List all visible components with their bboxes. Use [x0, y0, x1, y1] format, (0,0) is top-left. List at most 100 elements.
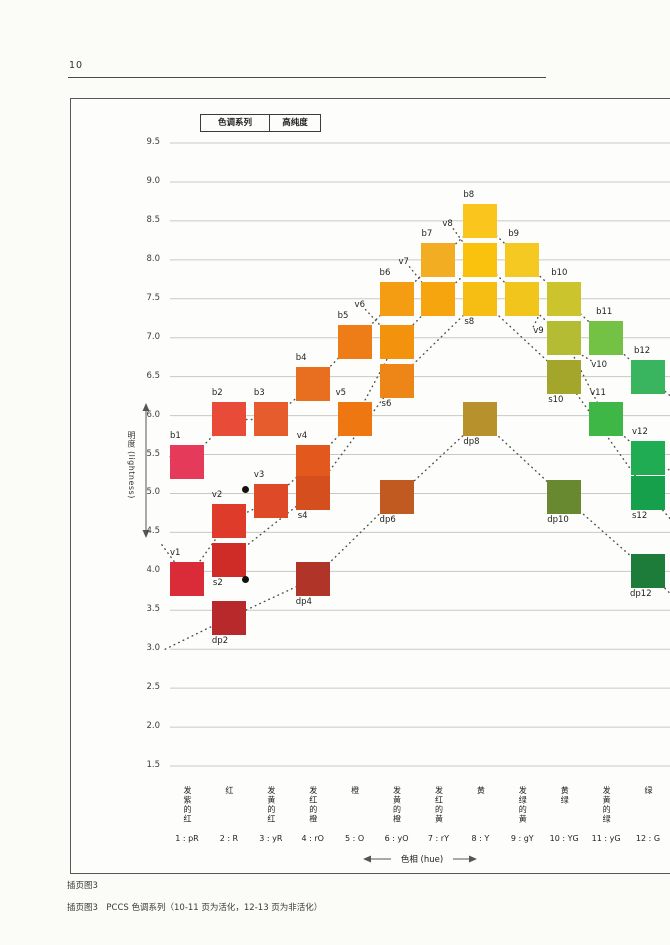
y-axis-title: 明度 (lightness): [127, 431, 136, 499]
hue-code-8: 8 : Y: [471, 834, 490, 843]
y-tick-label: 5.5: [146, 448, 160, 459]
swatch-b7: [421, 242, 456, 277]
swatch-label-v5: v5: [335, 388, 347, 399]
hue-code-11: 11 : yG: [591, 834, 621, 843]
figure-caption-short: 插页图3: [67, 881, 98, 891]
page-number: 10: [69, 60, 84, 71]
swatch-b11: [589, 320, 624, 355]
hue-code-10: 10 : YG: [549, 834, 579, 843]
y-tick-label: 9.5: [146, 137, 160, 147]
y-tick-label: 8.5: [146, 214, 160, 225]
swatch-label-v2: v2: [211, 489, 223, 500]
label-tie-v10: [580, 353, 592, 362]
swatch-v2: [211, 503, 246, 538]
figure-caption-full: 插页图3 PCCS 色调系列（10-11 页为活化，12-13 页为非活化）: [67, 903, 323, 913]
marker-dot: [242, 486, 250, 494]
swatch-label-dp12: dp12: [630, 589, 652, 600]
swatch-b1: [170, 445, 204, 480]
figure-legend: 色调系列 高纯度: [200, 114, 321, 132]
legend-cell-tone-series: 色调系列: [201, 115, 270, 131]
swatch-b8: [463, 203, 498, 238]
y-tick-label: 6.5: [146, 370, 160, 381]
y-tick-label: 2.5: [146, 682, 160, 693]
legend-cell-high-saturation: 高纯度: [282, 118, 308, 128]
swatch-label-dp8: dp8: [463, 437, 480, 448]
y-tick-label: 7.5: [146, 292, 160, 303]
swatch-dp10: [547, 480, 582, 515]
marker-dot: [242, 575, 250, 583]
hue-name-6: 发黄的橙: [392, 786, 402, 824]
swatch-label-v11: v11: [590, 388, 606, 399]
swatch-v1: [170, 562, 204, 597]
x-axis-title: 色相 (hue): [391, 853, 453, 865]
y-tick-label: 4.5: [146, 526, 160, 537]
hue-code-5: 5 : O: [345, 834, 365, 843]
swatch-label-v8: v8: [442, 218, 453, 229]
swatch-s4: [295, 476, 330, 511]
swatch-s12: [631, 476, 665, 511]
swatch-label-b8: b8: [463, 189, 475, 200]
hue-name-5: 橙: [350, 786, 360, 796]
swatch-v7: [421, 281, 456, 316]
swatch-v10: [547, 320, 582, 355]
y-tick-label: 5.0: [146, 487, 160, 498]
swatch-label-s4: s4: [297, 511, 308, 522]
swatch-label-b2: b2: [211, 388, 223, 399]
label-tie-v7: [408, 266, 423, 283]
swatch-b2: [211, 402, 246, 437]
hue-name-3: 发黄的红: [266, 786, 276, 824]
y-tick-label: 4.0: [146, 565, 160, 576]
hue-name-9: 发绿的黄: [518, 786, 528, 824]
hue-name-8: 黄: [476, 786, 486, 796]
y-tick-label: 8.0: [146, 253, 160, 264]
header-rule: [68, 77, 546, 78]
swatch-s6: [379, 363, 414, 398]
swatch-label-b1: b1: [170, 431, 181, 442]
swatch-s10: [547, 359, 582, 394]
swatch-b6: [379, 281, 414, 316]
label-tie-v9: [532, 315, 540, 328]
swatch-b5: [337, 324, 372, 359]
hue-name-11: 发黄的绿: [602, 786, 612, 824]
swatch-v12: [631, 441, 665, 476]
label-tie-v6: [364, 308, 381, 326]
swatch-v5: [337, 402, 372, 437]
swatch-label-v12: v12: [632, 427, 648, 438]
swatch-b3: [253, 402, 288, 437]
swatch-b12: [631, 359, 665, 394]
y-tick-label: 2.0: [146, 721, 160, 732]
swatch-dp4: [295, 562, 330, 597]
swatch-label-b7: b7: [421, 228, 433, 239]
hue-name-1: 发紫的红: [183, 786, 192, 824]
hue-name-12: 绿: [644, 786, 653, 796]
swatch-label-b5: b5: [337, 310, 349, 321]
swatch-dp2: [211, 601, 246, 636]
swatch-label-s2: s2: [212, 577, 223, 588]
hue-name-10: 黄绿: [560, 786, 570, 805]
swatch-label-v3: v3: [253, 470, 265, 481]
swatch-b9: [505, 242, 540, 277]
hue-code-3: 3 : yR: [259, 834, 283, 843]
swatch-label-b11: b11: [596, 306, 613, 317]
hue-code-12: 12 : G: [635, 834, 661, 843]
y-tick-label: 7.0: [146, 331, 160, 342]
swatch-label-s8: s8: [464, 316, 475, 327]
hue-name-7: 发红的黄: [434, 786, 444, 824]
swatch-label-b4: b4: [295, 353, 307, 364]
swatch-label-v10: v10: [591, 359, 608, 370]
hue-name-4: 发红的橙: [308, 786, 318, 824]
swatch-dp6: [379, 480, 414, 515]
swatch-v6: [379, 324, 414, 359]
swatch-label-v9: v9: [533, 325, 544, 336]
lightness-arrow: [142, 403, 150, 538]
swatch-label-b9: b9: [508, 228, 520, 239]
y-tick-label: 3.5: [146, 604, 160, 615]
swatch-label-b3: b3: [253, 388, 265, 399]
hue-code-9: 9 : gY: [510, 834, 534, 843]
swatch-label-v7: v7: [398, 256, 409, 267]
y-tick-label: 1.5: [146, 760, 160, 770]
y-tick-label: 6.0: [146, 409, 160, 420]
swatch-label-s10: s10: [548, 394, 564, 405]
swatch-v9: [505, 281, 540, 316]
